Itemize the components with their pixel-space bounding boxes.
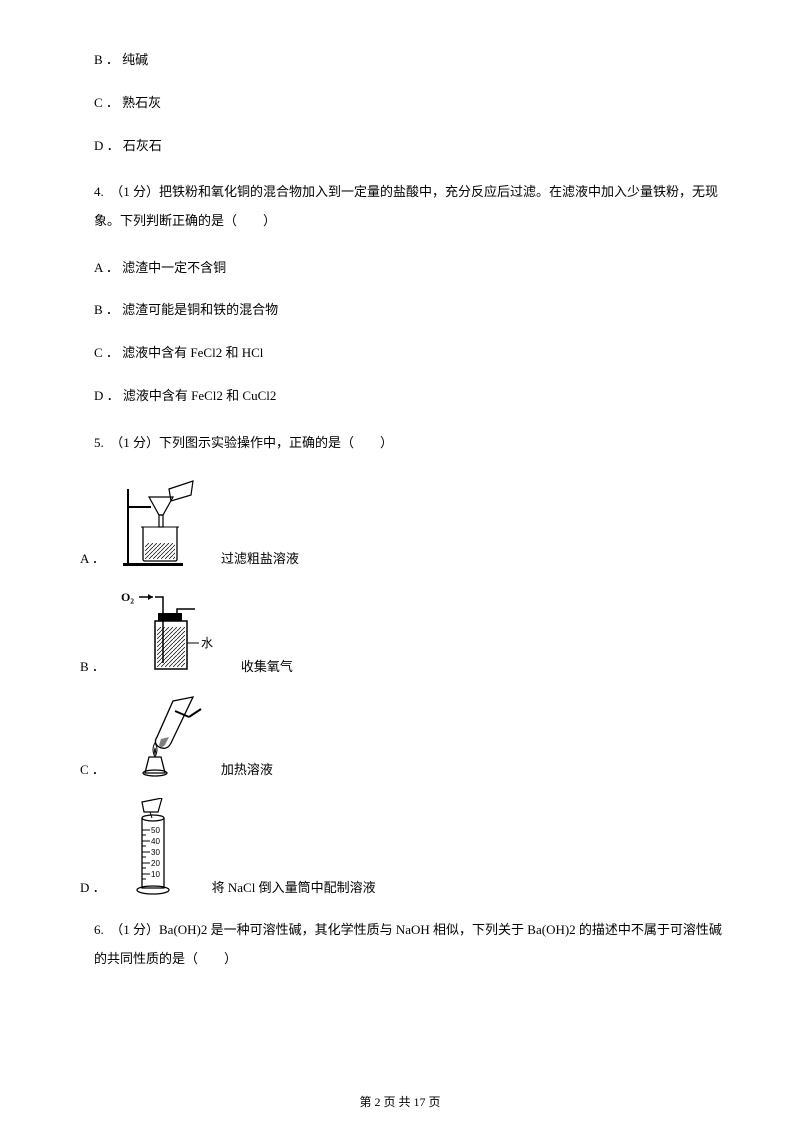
page-footer: 第 2 页 共 17 页 [0,1093,800,1112]
option-label: A ． [80,549,105,570]
option-text: B ． 滤渣可能是铜和铁的混合物 [94,302,278,317]
svg-text:30: 30 [151,848,160,857]
q4-stem: 4. （1 分）把铁粉和氧化铜的混合物加入到一定量的盐酸中，充分反应后过滤。在滤… [70,178,730,235]
option-caption: 将 NaCl 倒入量筒中配制溶液 [212,878,376,899]
question-text: 6. （1 分）Ba(OH)2 是一种可溶性碱，其化学性质与 NaOH 相似，下… [94,922,722,966]
q3-option-c: C ． 熟石灰 [70,93,730,114]
q5-stem: 5. （1 分）下列图示实验操作中，正确的是（ ） [70,429,730,458]
option-text: C ． 熟石灰 [94,95,161,110]
option-text: C ． 滤液中含有 FeCl2 和 HCl [94,345,263,360]
option-text: A ． 滤渣中一定不含铜 [94,260,226,275]
q4-option-c: C ． 滤液中含有 FeCl2 和 HCl [70,343,730,364]
q5-option-c: C ． 加热溶液 [70,695,730,780]
diagram-collect-gas: O₂ 水 [113,587,233,677]
q4-option-b: B ． 滤渣可能是铜和铁的混合物 [70,300,730,321]
q5-option-d: D ． 50 40 30 20 10 将 [70,798,730,898]
diagram-heating [113,695,213,780]
q4-option-a: A ． 滤渣中一定不含铜 [70,258,730,279]
q5-option-a: A ． 过滤粗盐溶液 [70,479,730,569]
q5-option-b: B ． O₂ 水 [70,587,730,677]
option-label: B ． [80,657,105,678]
q6-stem: 6. （1 分）Ba(OH)2 是一种可溶性碱，其化学性质与 NaOH 相似，下… [70,916,730,973]
q3-option-d: D ． 石灰石 [70,136,730,157]
option-text: B ． 纯碱 [94,52,148,67]
footer-text: 第 2 页 共 17 页 [359,1095,440,1109]
option-text: D ． 滤液中含有 FeCl2 和 CuCl2 [94,388,276,403]
svg-text:10: 10 [151,870,160,879]
question-text: 4. （1 分）把铁粉和氧化铜的混合物加入到一定量的盐酸中，充分反应后过滤。在滤… [94,184,718,228]
option-label: C ． [80,760,105,781]
diagram-cylinder: 50 40 30 20 10 [114,798,204,898]
option-caption: 加热溶液 [221,760,273,781]
option-text: D ． 石灰石 [94,138,162,153]
o2-label: O₂ [121,590,134,604]
water-label: 水 [201,636,213,650]
q3-option-b: B ． 纯碱 [70,50,730,71]
svg-text:50: 50 [151,826,160,835]
q4-option-d: D ． 滤液中含有 FeCl2 和 CuCl2 [70,386,730,407]
option-caption: 收集氧气 [241,657,293,678]
diagram-filtration [113,479,213,569]
svg-text:40: 40 [151,837,160,846]
option-label: D ． [80,878,106,899]
svg-text:20: 20 [151,859,160,868]
question-text: 5. （1 分）下列图示实验操作中，正确的是（ ） [94,435,393,450]
option-caption: 过滤粗盐溶液 [221,549,299,570]
